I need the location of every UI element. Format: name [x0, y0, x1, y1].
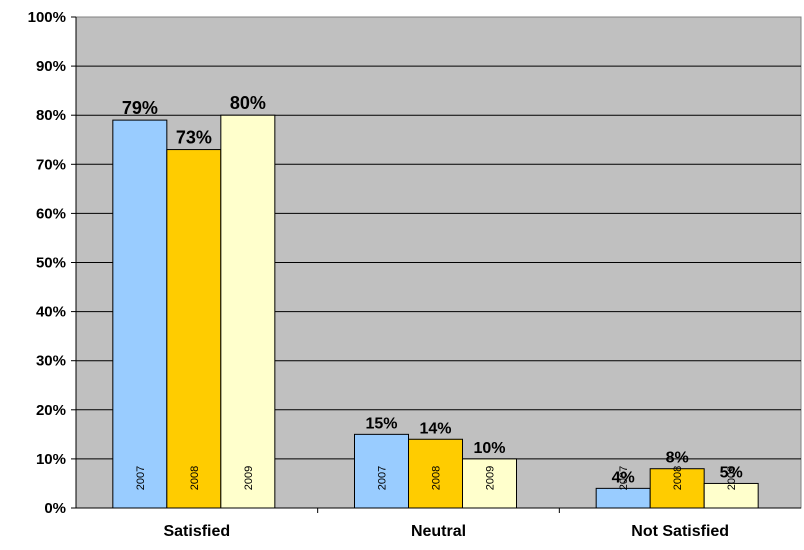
bar-series-label: 2009	[243, 466, 255, 490]
bar-not-satisfied-2007	[595, 487, 651, 509]
data-label: 8%	[666, 450, 689, 467]
bar-series-label: 2008	[431, 466, 443, 490]
bars: 2007 79% 2008 73% 2009 80% 2007 15% 2008 14% 2009 1…	[112, 93, 759, 509]
x-category-label: Not Satisfied	[631, 523, 729, 540]
data-label: 79%	[122, 98, 158, 118]
data-label: 15%	[365, 415, 397, 432]
y-tick-label: 100%	[28, 9, 66, 26]
data-label: 5%	[720, 464, 743, 481]
y-tick-label: 80%	[36, 107, 66, 124]
bar-series-label: 2009	[485, 466, 497, 490]
bar-satisfied-2007	[112, 119, 168, 509]
bar-not-satisfied-2009	[703, 482, 759, 509]
y-tick-label: 10%	[36, 451, 66, 468]
y-tick-label: 90%	[36, 58, 66, 75]
bar-satisfied-2009	[220, 114, 276, 509]
data-label: 10%	[473, 440, 505, 457]
y-tick-label: 40%	[36, 304, 66, 321]
x-category-label: Satisfied	[163, 523, 230, 540]
bar-series-label: 2008	[189, 466, 201, 490]
bar-neutral-2007	[354, 433, 409, 509]
data-label: 80%	[230, 93, 266, 113]
bar-series-label: 2007	[618, 466, 630, 490]
data-label: 4%	[612, 469, 635, 486]
bar-series-label: 2007	[377, 466, 389, 490]
bar-not-satisfied-2008	[649, 468, 705, 509]
y-tick-label: 70%	[36, 156, 66, 173]
y-tick-label: 30%	[36, 353, 66, 370]
bar-satisfied-2008	[166, 149, 222, 509]
bar-series-label: 2009	[726, 466, 738, 490]
bar-series-label: 2008	[672, 466, 684, 490]
y-tick-label: 20%	[36, 402, 66, 419]
y-tick-label: 0%	[44, 500, 66, 517]
bar-series-label: 2007	[135, 466, 147, 490]
axes: 0% 10% 20% 30% 40% 50% 60% 70% 80% 90% 100% Satisfi…	[28, 9, 801, 540]
y-tick-label: 50%	[36, 255, 66, 272]
bar-neutral-2009	[462, 458, 517, 509]
x-category-label: Neutral	[411, 523, 466, 540]
data-label: 73%	[176, 128, 212, 148]
data-label: 14%	[419, 420, 451, 437]
y-tick-label: 60%	[36, 205, 66, 222]
